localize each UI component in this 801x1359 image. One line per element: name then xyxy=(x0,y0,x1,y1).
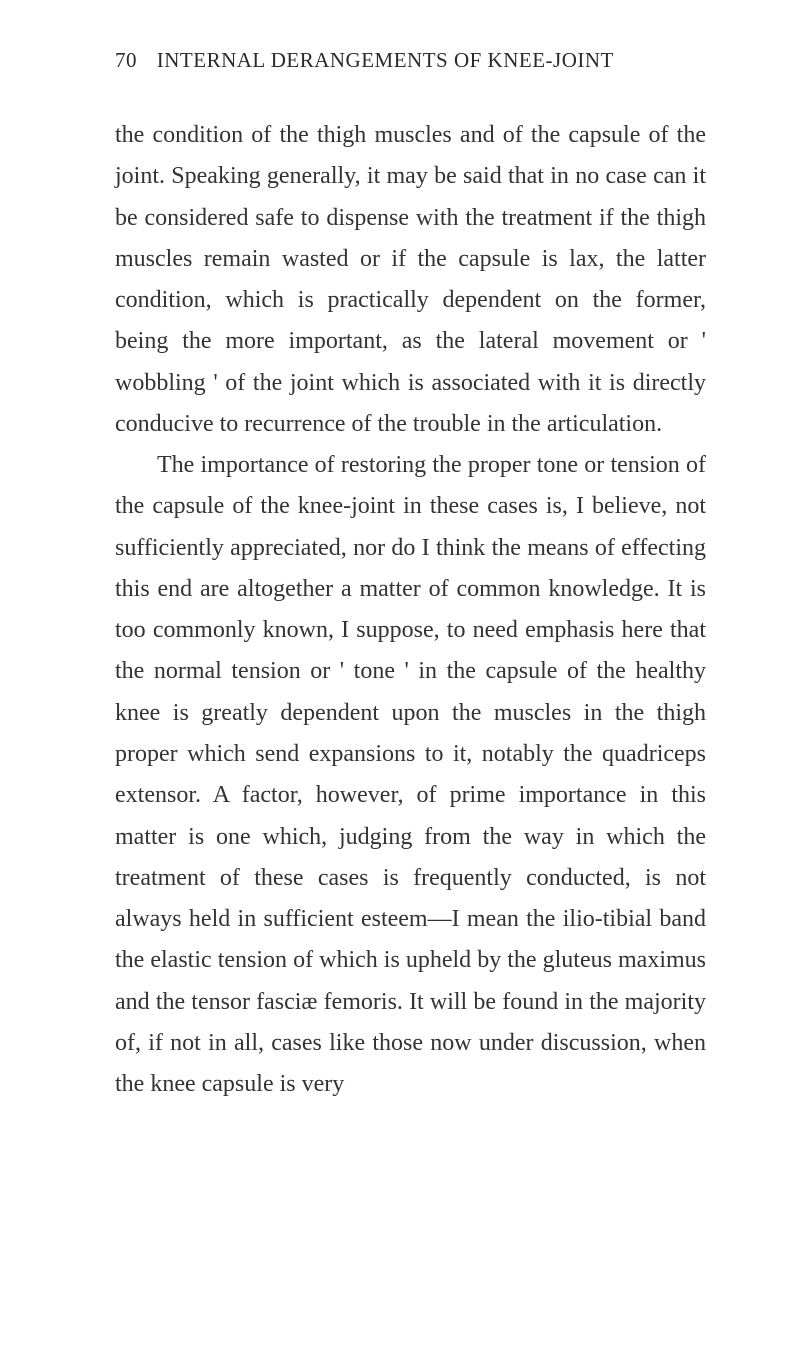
paragraph-1: the condition of the thigh muscles and o… xyxy=(115,115,706,445)
running-title: INTERNAL DERANGEMENTS OF KNEE-JOINT xyxy=(157,48,614,72)
page-number: 70 xyxy=(115,48,137,72)
page-header: 70 INTERNAL DERANGEMENTS OF KNEE-JOINT xyxy=(115,48,706,73)
body-text: the condition of the thigh muscles and o… xyxy=(115,115,706,1105)
paragraph-2: The importance of restoring the proper t… xyxy=(115,445,706,1105)
